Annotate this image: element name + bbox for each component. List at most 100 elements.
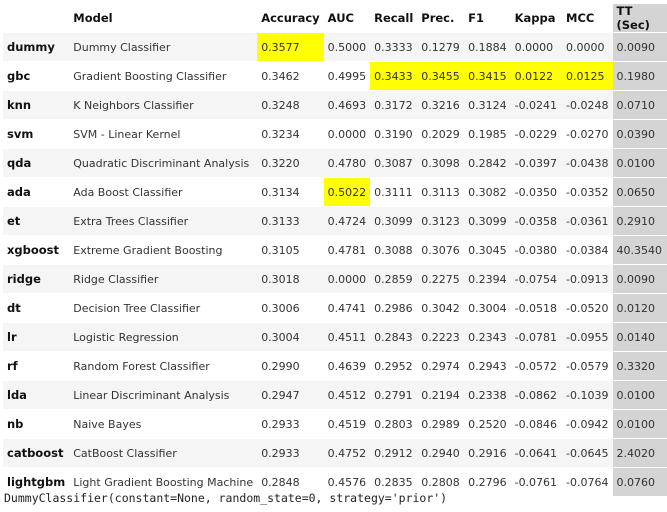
mcc-cell: -0.0361 xyxy=(562,206,613,236)
accuracy-cell: 0.2947 xyxy=(257,380,324,410)
auc-cell: 0.4693 xyxy=(323,90,371,120)
auc-cell: 0.5000 xyxy=(323,32,371,62)
table-row: dummy Dummy Classifier 0.3577 0.5000 0.3333 0… xyxy=(3,32,667,62)
f1-cell: 0.3124 xyxy=(464,90,511,120)
precision-cell: 0.2194 xyxy=(417,380,465,410)
row-index-cell: ridge xyxy=(3,264,70,294)
precision-cell: 0.2940 xyxy=(417,438,465,468)
training-time-cell: 0.2910 xyxy=(612,206,667,236)
kappa-cell: -0.0781 xyxy=(510,322,563,352)
model-name-cell: Random Forest Classifier xyxy=(69,351,258,381)
row-index-cell: rf xyxy=(3,351,70,381)
recall-cell: 0.3433 xyxy=(370,61,418,91)
header-precision: Prec. xyxy=(421,11,455,25)
recall-cell: 0.3111 xyxy=(370,177,418,207)
auc-cell: 0.4576 xyxy=(323,467,371,496)
row-index-cell: qda xyxy=(3,148,70,178)
table-row: gbc Gradient Boosting Classifier 0.3462 0.4… xyxy=(3,61,667,91)
training-time-cell: 0.0100 xyxy=(612,380,667,410)
f1-cell: 0.2796 xyxy=(464,467,511,496)
row-index-cell: lightgbm xyxy=(3,467,70,496)
precision-cell: 0.3455 xyxy=(417,61,465,91)
training-time-cell: 2.4020 xyxy=(612,438,667,468)
header-index xyxy=(3,4,69,33)
model-name-cell: Naive Bayes xyxy=(69,409,258,439)
header-recall: Recall xyxy=(374,11,414,25)
f1-cell: 0.2916 xyxy=(464,438,511,468)
model-name-cell: Logistic Regression xyxy=(69,322,258,352)
precision-cell: 0.3042 xyxy=(417,293,465,323)
precision-cell: 0.3123 xyxy=(417,206,465,236)
training-time-cell: 0.0710 xyxy=(612,90,667,120)
auc-cell: 0.4780 xyxy=(323,148,371,178)
kappa-cell: -0.0350 xyxy=(510,177,563,207)
output-repr-text: DummyClassifier(constant=None, random_st… xyxy=(4,491,448,505)
kappa-cell: -0.0380 xyxy=(510,235,563,265)
model-name-cell: Light Gradient Boosting Machine xyxy=(69,467,258,496)
table-row: ada Ada Boost Classifier 0.3134 0.5022 0.311… xyxy=(3,177,667,207)
kappa-cell: 0.0122 xyxy=(510,61,563,91)
auc-cell: 0.4724 xyxy=(323,206,371,236)
header-auc: AUC xyxy=(327,11,354,25)
header-accuracy: Accuracy xyxy=(261,11,320,25)
kappa-cell: -0.0358 xyxy=(510,206,563,236)
model-name-cell: CatBoost Classifier xyxy=(69,438,258,468)
kappa-cell: -0.0846 xyxy=(510,409,563,439)
f1-cell: 0.2520 xyxy=(464,409,511,439)
header-kappa: Kappa xyxy=(514,11,556,25)
kappa-cell: -0.0754 xyxy=(510,264,563,294)
table-row: et Extra Trees Classifier 0.3133 0.4724 0.30… xyxy=(3,206,667,236)
training-time-cell: 0.0140 xyxy=(612,322,667,352)
recall-cell: 0.3333 xyxy=(370,32,418,62)
kappa-cell: -0.0761 xyxy=(510,467,563,496)
header-f1: F1 xyxy=(468,11,484,25)
training-time-cell: 0.0390 xyxy=(612,119,667,149)
recall-cell: 0.2986 xyxy=(370,293,418,323)
training-time-cell: 0.0650 xyxy=(612,177,667,207)
accuracy-cell: 0.3462 xyxy=(257,61,324,91)
recall-cell: 0.3190 xyxy=(370,119,418,149)
auc-cell: 0.4639 xyxy=(323,351,371,381)
accuracy-cell: 0.3105 xyxy=(257,235,324,265)
training-time-cell: 0.0100 xyxy=(612,409,667,439)
accuracy-cell: 0.2990 xyxy=(257,351,324,381)
f1-cell: 0.3004 xyxy=(464,293,511,323)
kappa-cell: -0.0862 xyxy=(510,380,563,410)
precision-cell: 0.3076 xyxy=(417,235,465,265)
mcc-cell: -0.0352 xyxy=(562,177,613,207)
kappa-cell: -0.0641 xyxy=(510,438,563,468)
accuracy-cell: 0.3133 xyxy=(257,206,324,236)
recall-cell: 0.3172 xyxy=(370,90,418,120)
f1-cell: 0.1985 xyxy=(464,119,511,149)
recall-cell: 0.2843 xyxy=(370,322,418,352)
mcc-cell: -0.0270 xyxy=(562,119,613,149)
recall-cell: 0.2859 xyxy=(370,264,418,294)
recall-cell: 0.2835 xyxy=(370,467,418,496)
auc-cell: 0.4781 xyxy=(323,235,371,265)
accuracy-cell: 0.3006 xyxy=(257,293,324,323)
accuracy-cell: 0.3018 xyxy=(257,264,324,294)
kappa-cell: 0.0000 xyxy=(510,32,563,62)
precision-cell: 0.3113 xyxy=(417,177,465,207)
model-name-cell: Linear Discriminant Analysis xyxy=(69,380,258,410)
mcc-cell: -0.0579 xyxy=(562,351,613,381)
header-training-time: TT (Sec) xyxy=(612,4,667,33)
table-row: knn K Neighbors Classifier 0.3248 0.4693 0.3… xyxy=(3,90,667,120)
row-index-cell: xgboost xyxy=(3,235,70,265)
mcc-cell: 0.0000 xyxy=(562,32,613,62)
mcc-cell: -0.0248 xyxy=(562,90,613,120)
model-name-cell: Quadratic Discriminant Analysis xyxy=(69,148,258,178)
precision-cell: 0.1279 xyxy=(417,32,465,62)
model-name-cell: SVM - Linear Kernel xyxy=(69,119,258,149)
table-row: lightgbm Light Gradient Boosting Machine 0… xyxy=(3,467,667,496)
recall-cell: 0.3087 xyxy=(370,148,418,178)
kappa-cell: -0.0397 xyxy=(510,148,563,178)
recall-cell: 0.3099 xyxy=(370,206,418,236)
table-row: lda Linear Discriminant Analysis 0.2947 0.4… xyxy=(3,380,667,410)
model-name-cell: Dummy Classifier xyxy=(69,32,258,62)
model-name-cell: Ridge Classifier xyxy=(69,264,258,294)
recall-cell: 0.2912 xyxy=(370,438,418,468)
training-time-cell: 0.0100 xyxy=(612,148,667,178)
row-index-cell: lr xyxy=(3,322,70,352)
f1-cell: 0.3099 xyxy=(464,206,511,236)
